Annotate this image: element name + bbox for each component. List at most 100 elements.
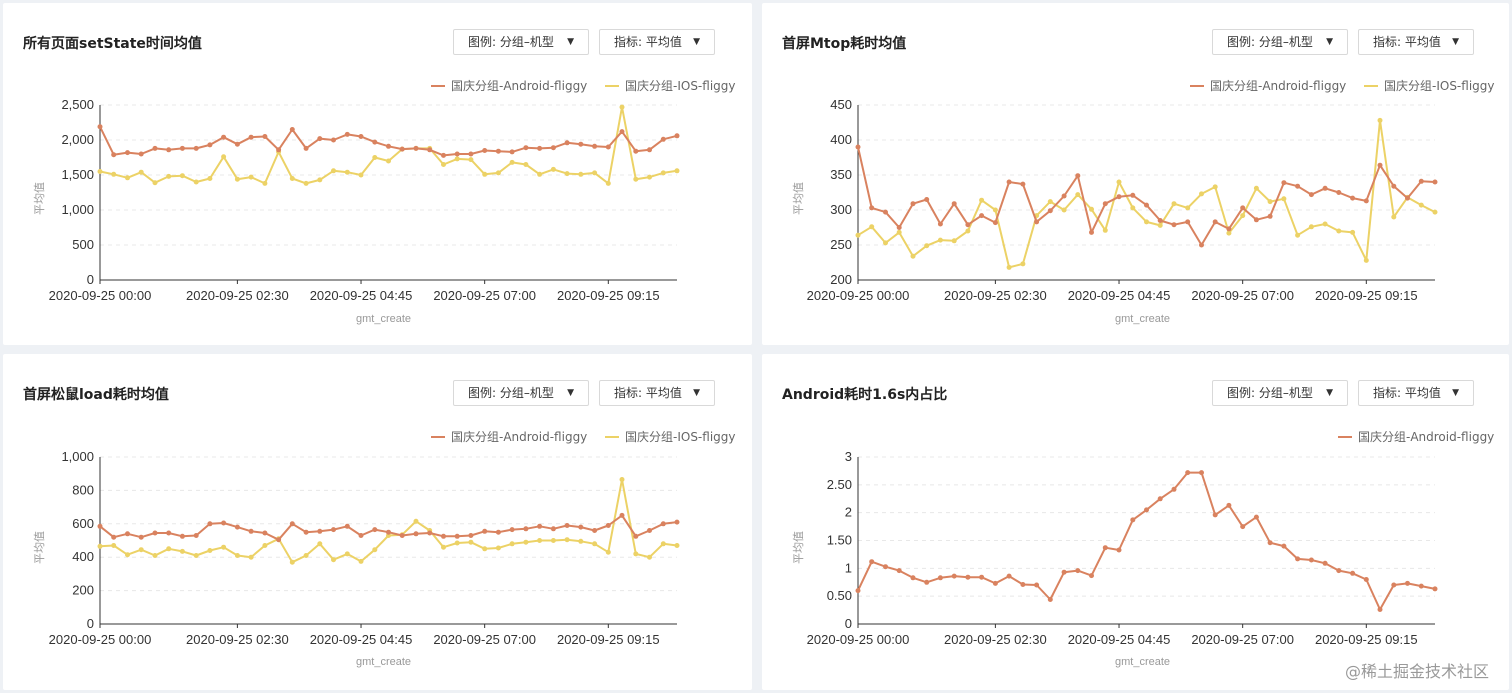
metric-dropdown[interactable]: 指标: 平均值 ▼	[1358, 380, 1474, 406]
data-point	[1350, 229, 1356, 235]
series-line	[99, 478, 678, 564]
data-point	[468, 539, 474, 545]
line-chart: 0 500 1,000 1,500 2,000 2,500 2020-09-25 00:00…	[49, 97, 680, 303]
data-point	[207, 142, 213, 148]
chart-title: 首屏松鼠load耗时均值	[23, 387, 169, 403]
data-point	[1116, 547, 1122, 553]
y-tick-label: 2,000	[61, 132, 94, 147]
data-point	[193, 533, 199, 538]
data-point	[1130, 192, 1136, 198]
data-point	[1418, 178, 1424, 184]
legend-label-ios: 国庆分组-IOS-fliggy	[1384, 79, 1495, 93]
data-point	[1144, 219, 1149, 225]
data-point	[413, 518, 419, 524]
legend-item-android[interactable]: 国庆分组-Android-fliggy	[431, 428, 587, 445]
data-point	[441, 533, 446, 539]
data-point	[910, 575, 916, 581]
data-point	[138, 534, 144, 540]
chart-title: 所有页面setState时间均值	[23, 36, 202, 52]
data-point	[1144, 507, 1149, 513]
x-tick-label: 2020-09-25 00:00	[807, 632, 910, 647]
data-point	[386, 529, 391, 535]
data-point	[979, 213, 985, 219]
data-point	[234, 141, 240, 147]
data-point	[1185, 219, 1191, 225]
data-point	[372, 547, 378, 553]
chart-panel: 首屏Mtop耗时均值 图例: 分组–机型 ▼ 指标: 平均值 ▼ 国庆分组-An…	[762, 3, 1509, 345]
data-point	[937, 237, 943, 243]
x-tick-label: 2020-09-25 00:00	[49, 288, 152, 303]
data-point	[896, 225, 902, 230]
data-point	[937, 575, 943, 581]
data-point	[1089, 206, 1094, 212]
y-tick-label: 400	[830, 132, 852, 147]
data-point	[910, 201, 916, 207]
data-point	[1006, 179, 1012, 185]
data-point	[992, 207, 998, 213]
data-point	[509, 159, 515, 165]
legend-item-ios[interactable]: 国庆分组-IOS-fliggy	[605, 77, 736, 94]
caret-down-icon: ▼	[567, 388, 574, 398]
data-point	[152, 145, 158, 151]
legend-dropdown[interactable]: 图例: 分组–机型 ▼	[1212, 380, 1348, 406]
data-point	[869, 559, 875, 565]
legend-item-android[interactable]: 国庆分组-Android-fliggy	[1190, 77, 1346, 94]
data-point	[468, 151, 474, 157]
data-point	[331, 527, 336, 533]
data-point	[1432, 179, 1438, 185]
legend-item-ios[interactable]: 国庆分组-IOS-fliggy	[605, 428, 736, 445]
x-tick-label: 2020-09-25 04:45	[310, 632, 413, 647]
data-point	[303, 553, 309, 558]
data-point	[1185, 205, 1191, 211]
data-point	[1212, 219, 1218, 225]
data-point	[1363, 577, 1369, 582]
data-point	[1308, 557, 1314, 563]
legend-dropdown[interactable]: 图例: 分组–机型 ▼	[453, 29, 589, 55]
legend-item-ios[interactable]: 国庆分组-IOS-fliggy	[1364, 77, 1495, 94]
data-point	[1363, 257, 1369, 263]
data-point	[152, 553, 158, 558]
data-point	[248, 174, 254, 180]
data-point	[1006, 573, 1012, 579]
data-point	[1171, 486, 1177, 492]
legend-dropdown[interactable]: 图例: 分组–机型 ▼	[453, 380, 589, 406]
x-tick-label: 2020-09-25 09:15	[1315, 288, 1418, 303]
data-point	[331, 557, 336, 563]
data-point	[1102, 545, 1108, 551]
data-point	[869, 224, 875, 230]
data-point	[303, 145, 309, 151]
data-point	[125, 150, 130, 156]
data-point	[427, 147, 433, 153]
y-tick-label: 350	[830, 167, 852, 182]
caret-down-icon: ▼	[693, 37, 700, 47]
metric-dropdown[interactable]: 指标: 平均值 ▼	[599, 380, 715, 406]
watermark: @稀土掘金技术社区	[1344, 662, 1489, 681]
data-point	[647, 147, 652, 153]
data-point	[924, 579, 930, 585]
legend-dropdown[interactable]: 图例: 分组–机型 ▼	[1212, 29, 1348, 55]
metric-dropdown[interactable]: 指标: 平均值 ▼	[1358, 29, 1474, 55]
data-point	[1418, 583, 1424, 589]
legend-swatch-android	[1338, 435, 1352, 438]
data-point	[166, 173, 172, 179]
data-point	[1322, 185, 1328, 191]
data-point	[619, 512, 625, 518]
data-point	[951, 573, 957, 579]
data-point	[1130, 205, 1136, 211]
data-point	[965, 228, 971, 234]
y-tick-label: 0	[87, 272, 94, 287]
data-point	[1267, 199, 1273, 205]
data-point	[111, 534, 117, 540]
data-point	[276, 147, 282, 153]
legend-item-android[interactable]: 国庆分组-Android-fliggy	[431, 77, 587, 94]
data-point	[1226, 230, 1232, 236]
data-point	[619, 477, 625, 482]
data-point	[331, 168, 336, 174]
data-point	[1391, 183, 1397, 189]
x-axis-label: gmt_create	[1115, 313, 1171, 325]
data-point	[605, 523, 611, 528]
legend-item-android[interactable]: 国庆分组-Android-fliggy	[1338, 428, 1494, 445]
chart-panel: 首屏松鼠load耗时均值 图例: 分组–机型 ▼ 指标: 平均值 ▼ 国庆分组-…	[3, 354, 752, 690]
metric-dropdown[interactable]: 指标: 平均值 ▼	[599, 29, 715, 55]
y-tick-label: 0	[87, 616, 94, 631]
